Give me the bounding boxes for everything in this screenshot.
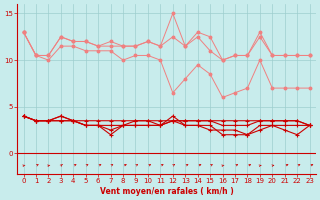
X-axis label: Vent moyen/en rafales ( km/h ): Vent moyen/en rafales ( km/h ) [100,187,234,196]
